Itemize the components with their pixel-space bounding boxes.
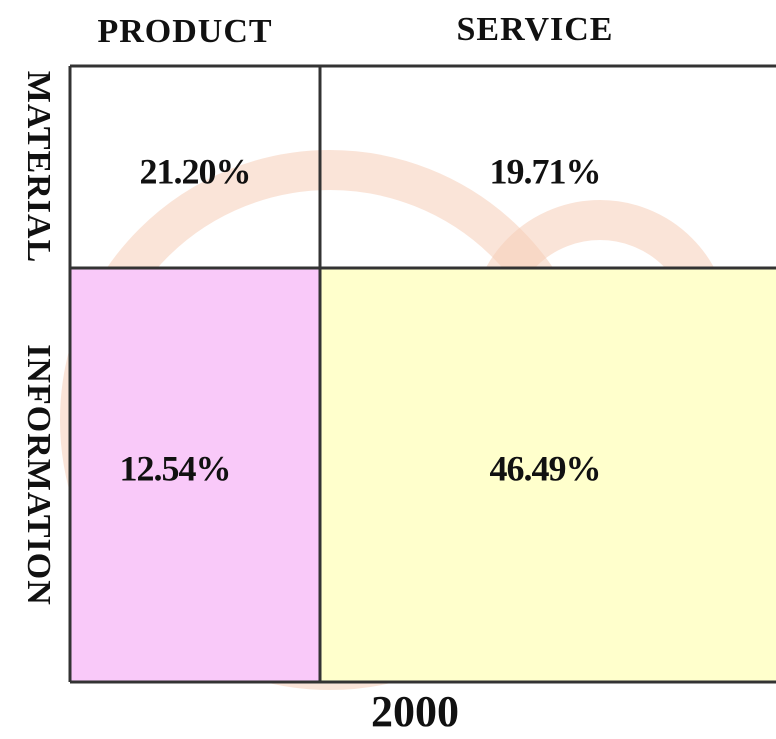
cell-background [70,268,320,682]
cell-background [320,268,776,682]
column-header: PRODUCT [97,13,272,50]
caption: 2000 [371,687,459,736]
cell-value: 12.54% [120,448,231,488]
cell-value: 19.71% [490,151,601,191]
column-header: SERVICE [457,11,614,48]
cell-value: 21.20% [140,151,251,191]
row-header: MATERIAL [20,71,57,264]
cell-value: 46.49% [490,448,601,488]
grid [68,64,776,684]
row-header: INFORMATION [20,344,57,606]
